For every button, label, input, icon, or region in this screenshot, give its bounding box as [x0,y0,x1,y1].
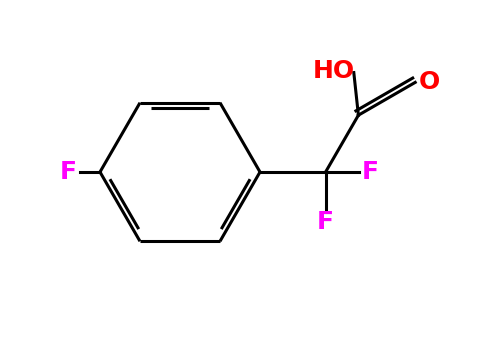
Text: F: F [316,210,334,234]
Text: HO: HO [312,59,354,82]
Text: F: F [361,160,378,184]
Text: F: F [60,160,76,184]
Text: O: O [418,70,439,94]
